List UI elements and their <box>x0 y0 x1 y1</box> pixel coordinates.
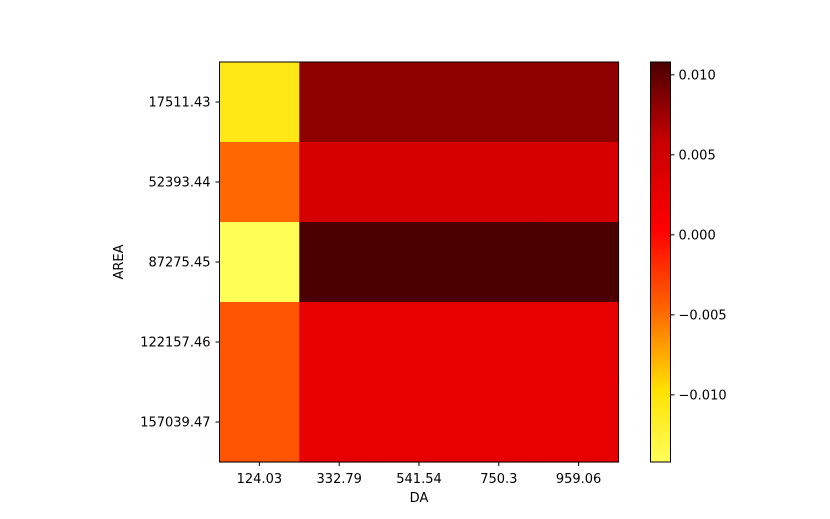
y-tick-label: 17511.43 <box>148 96 210 111</box>
heatmap-cell <box>299 142 380 223</box>
heatmap-cell <box>379 302 460 383</box>
x-tick-label: 332.79 <box>316 472 362 487</box>
heatmap-cell <box>299 302 380 383</box>
heatmap-cell <box>458 222 540 303</box>
x-tick-label: 124.03 <box>237 472 283 487</box>
heatmap-cell <box>379 142 460 223</box>
x-axis-label: DA <box>410 491 429 506</box>
colorbar-tick-label: 0.010 <box>679 68 716 83</box>
heatmap-cell <box>538 302 620 383</box>
heatmap-cell <box>538 62 620 143</box>
heatmap-cell <box>219 62 300 143</box>
y-axis-ticks: 17511.43 52393.44 87275.45 122157.46 157039.… <box>140 96 220 431</box>
y-tick-label: 157039.47 <box>140 416 210 431</box>
y-tick-label: 52393.44 <box>148 176 210 191</box>
heatmap-cell <box>219 382 300 463</box>
heatmap-cell <box>379 382 460 463</box>
y-tick-label: 87275.45 <box>148 256 210 271</box>
heatmap-cell <box>458 142 540 223</box>
colorbar-ticks: 0.010 0.005 0.000 −0.005 −0.010 <box>670 68 727 403</box>
colorbar-tick-label: −0.005 <box>679 308 727 323</box>
heatmap-cell <box>458 382 540 463</box>
colorbar-tick-label: 0.000 <box>679 228 716 243</box>
heatmap-cell <box>219 142 300 223</box>
heatmap-cell <box>299 382 380 463</box>
heatmap-cell <box>458 62 540 143</box>
heatmap-cell <box>379 62 460 143</box>
heatmap-cell <box>458 302 540 383</box>
colorbar-tick-label: −0.010 <box>679 388 727 403</box>
heatmap-cell <box>538 142 620 223</box>
x-tick-label: 959.06 <box>556 472 602 487</box>
heatmap-cell <box>538 382 620 463</box>
x-tick-label: 541.54 <box>396 472 442 487</box>
heatmap-cell <box>219 302 300 383</box>
colorbar <box>650 61 671 463</box>
heatmap-cell <box>538 222 620 303</box>
y-axis-label: AREA <box>112 244 127 279</box>
heatmap-cell <box>299 62 380 143</box>
heatmap-cell <box>219 222 300 303</box>
y-tick-label: 122157.46 <box>140 336 210 351</box>
heatmap-cell <box>379 222 460 303</box>
heatmap-cell <box>299 222 380 303</box>
heatmap-cells <box>219 62 620 463</box>
x-axis-ticks: 124.03 332.79 541.54 750.3 959.06 <box>237 462 602 487</box>
x-tick-label: 750.3 <box>480 472 517 487</box>
colorbar-tick-label: 0.005 <box>679 148 716 163</box>
